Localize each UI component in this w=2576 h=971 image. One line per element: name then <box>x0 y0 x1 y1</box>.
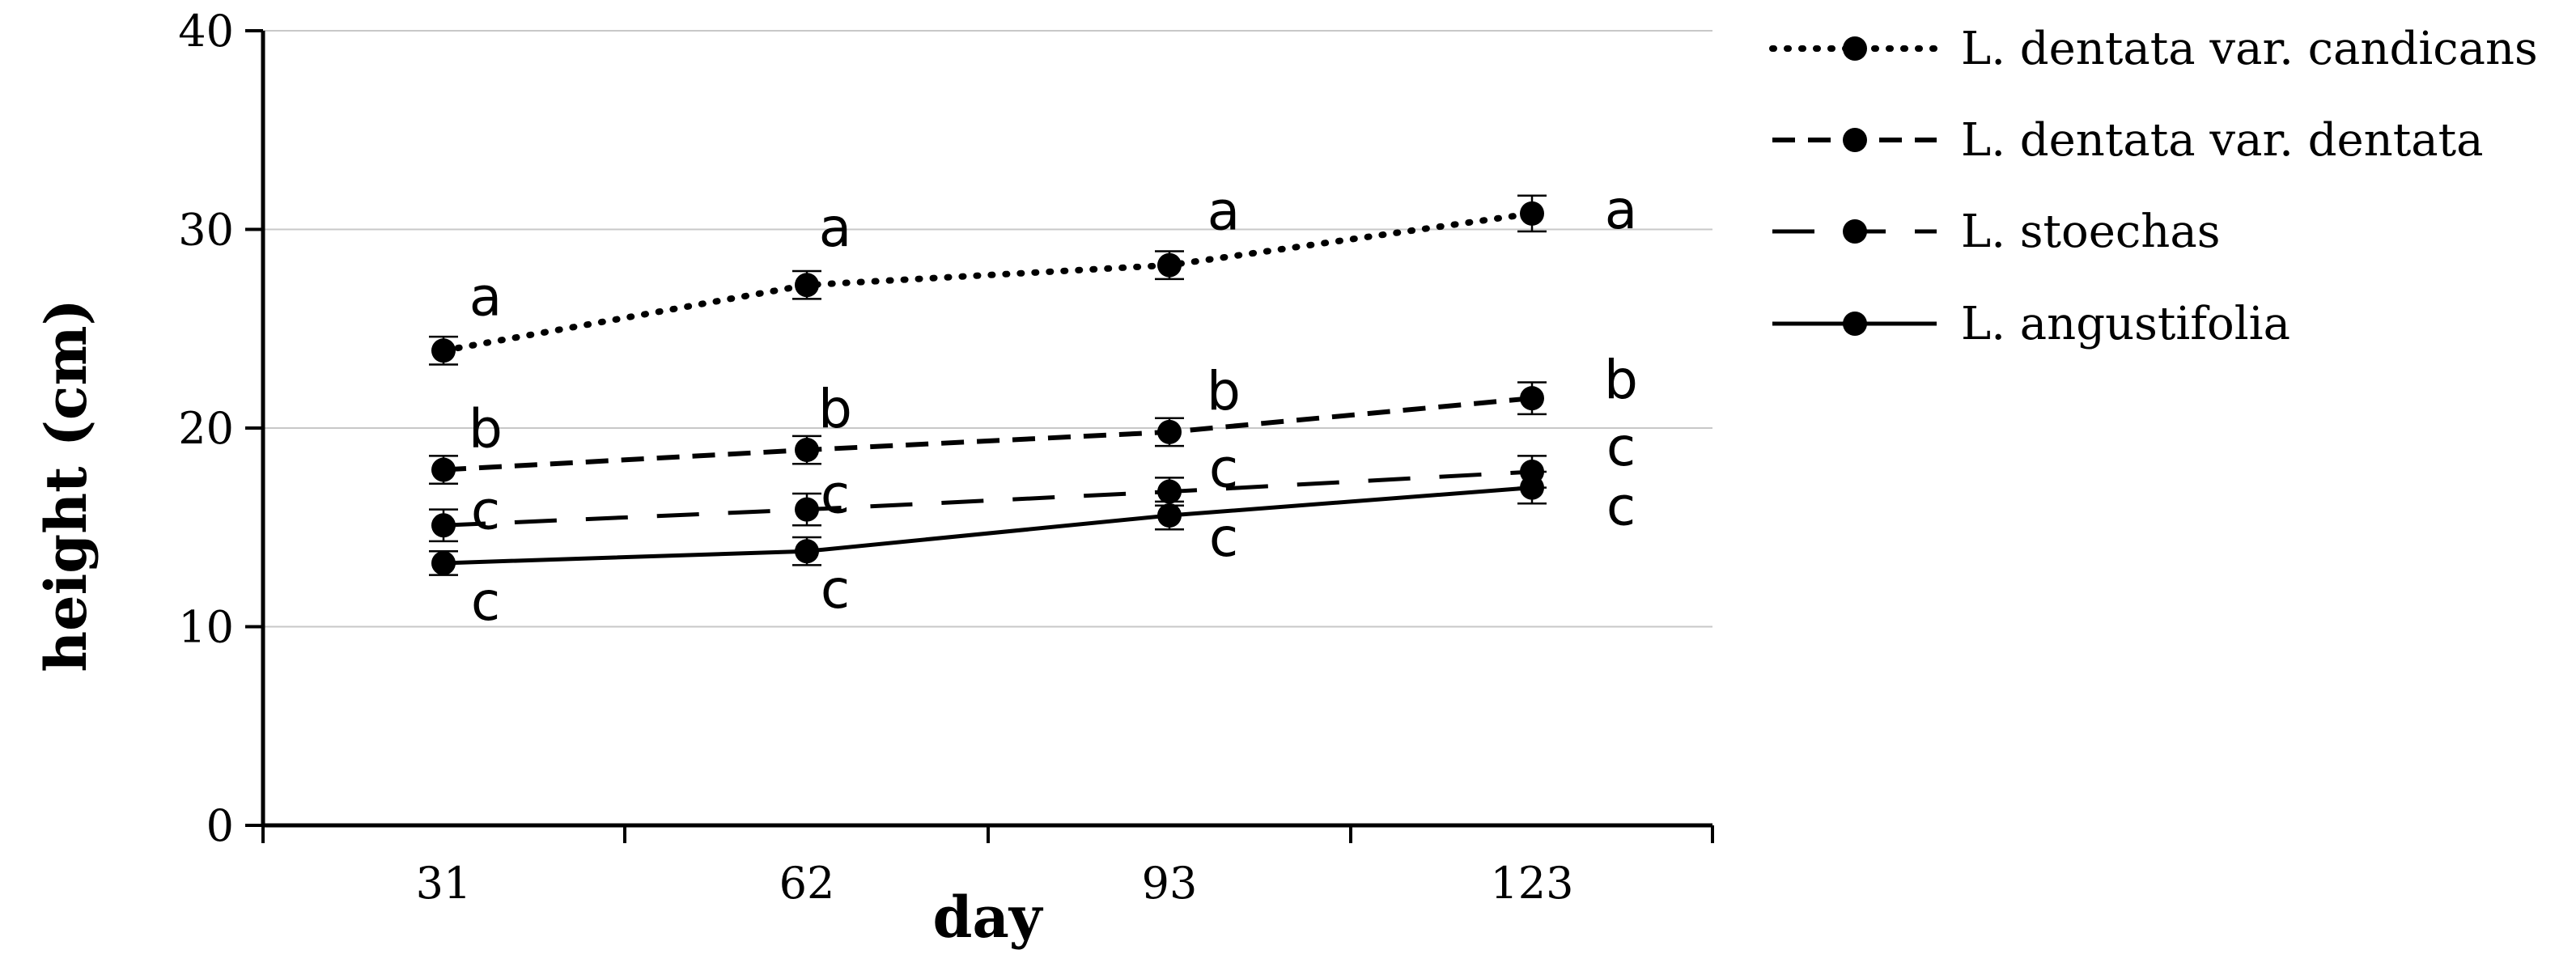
legend-label: L. dentata var. dentata <box>1961 114 2484 167</box>
data-point <box>1520 386 1544 411</box>
significance-label: a <box>1605 179 1637 241</box>
legend-item-3: L. angustifolia <box>1772 298 2290 350</box>
series-line <box>443 486 1533 566</box>
significance-label: b <box>1604 349 1638 411</box>
data-point <box>1157 503 1182 528</box>
data-point <box>1157 419 1182 444</box>
x-tick-label: 123 <box>1490 858 1573 909</box>
x-axis-title: day <box>933 884 1044 951</box>
series-3: c cc c <box>429 470 1636 633</box>
significance-label: c <box>471 479 500 541</box>
legend-item-1: L. dentata var. dentata <box>1772 114 2484 167</box>
legend-marker <box>1843 219 1867 244</box>
y-tick-label: 20 <box>178 403 234 454</box>
x-tick-labels: 31 62 93 123 <box>416 858 1574 909</box>
significance-label: a <box>469 265 502 328</box>
legend-label: L. dentata var. candicans <box>1961 23 2538 75</box>
x-tick-label: 31 <box>416 858 472 909</box>
y-tick-label: 30 <box>178 205 234 256</box>
legend-marker <box>1843 128 1867 152</box>
series-line <box>443 396 1533 473</box>
y-tick-label: 40 <box>178 6 234 57</box>
axes <box>245 29 1714 843</box>
significance-label: c <box>821 558 850 621</box>
data-point <box>1520 475 1544 500</box>
data-point <box>431 457 456 482</box>
data-point <box>795 497 819 522</box>
y-tick-label: 10 <box>178 602 234 653</box>
significance-label: c <box>1209 438 1238 500</box>
data-point <box>1520 201 1544 226</box>
legend-marker <box>1843 36 1867 61</box>
y-tick-labels: 0 10 20 30 40 <box>178 6 234 851</box>
data-point <box>431 338 456 363</box>
series-line <box>443 469 1533 528</box>
significance-label: c <box>471 570 500 633</box>
gridlines <box>263 30 1712 628</box>
significance-label: b <box>818 378 852 440</box>
data-point <box>1157 252 1182 278</box>
significance-label: c <box>1606 416 1636 478</box>
significance-label: b <box>469 398 503 460</box>
y-axis-title: height (cm) <box>32 299 100 672</box>
legend-label: L. angustifolia <box>1961 298 2290 350</box>
significance-label: c <box>1209 507 1238 569</box>
data-point <box>1157 479 1182 504</box>
significance-label: c <box>1606 476 1636 538</box>
series-line <box>440 210 1535 354</box>
legend-item-2: L. stoechas <box>1772 206 2220 258</box>
data-point <box>431 550 456 575</box>
series-group: aa a ab b b bc c c cc cc c <box>429 179 1638 633</box>
data-point <box>795 539 819 564</box>
legend-marker <box>1843 312 1867 336</box>
significance-label: a <box>819 197 851 259</box>
data-point <box>795 273 819 298</box>
legend: L. dentata var. candicans L. dentata var.… <box>1769 23 2538 350</box>
legend-label: L. stoechas <box>1961 206 2220 258</box>
series-0: a a a a <box>429 179 1637 366</box>
legend-item-0: L. dentata var. candicans <box>1769 23 2538 75</box>
significance-label: c <box>821 464 850 526</box>
x-tick-label: 93 <box>1142 858 1198 909</box>
y-tick-label: 0 <box>206 800 234 851</box>
significance-label: a <box>1207 180 1240 243</box>
data-point <box>795 438 819 463</box>
x-tick-label: 62 <box>779 858 835 909</box>
significance-label: b <box>1207 360 1241 422</box>
data-point <box>431 513 456 538</box>
